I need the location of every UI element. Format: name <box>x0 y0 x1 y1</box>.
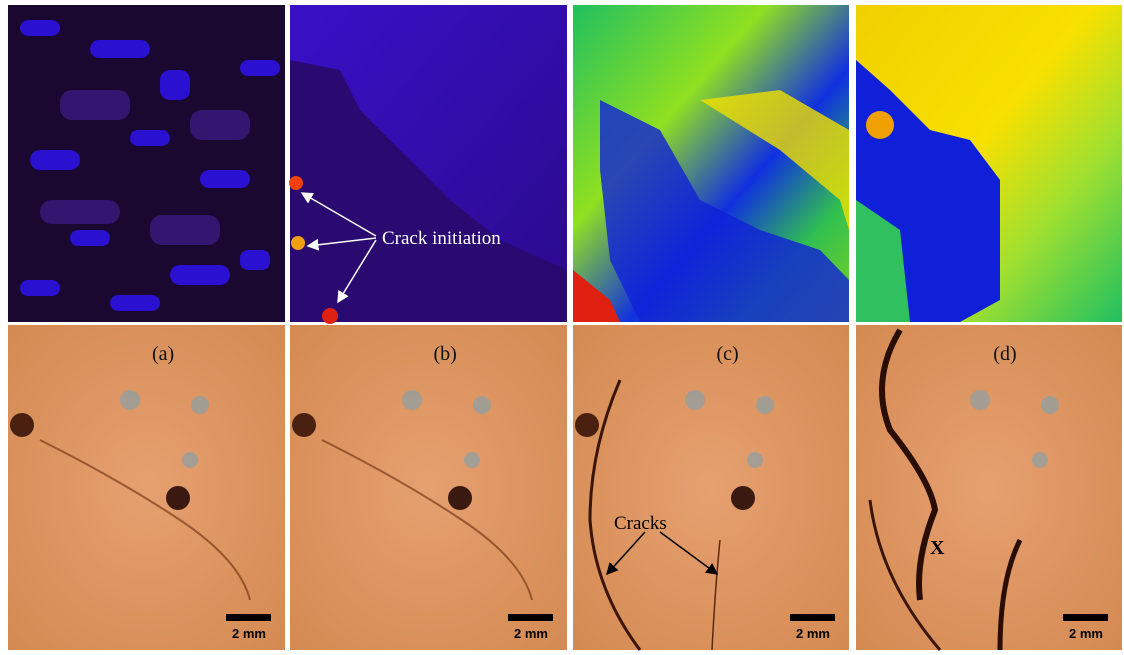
x-mark: X <box>930 537 945 559</box>
cracks-label: Cracks <box>614 513 667 534</box>
photo-c <box>573 325 849 650</box>
scale-bar-label: 2 mm <box>1069 626 1103 641</box>
strain-map-a <box>8 5 285 322</box>
scale-bar-label: 2 mm <box>796 626 830 641</box>
strain-map-b <box>289 5 567 324</box>
strain-map-d <box>856 5 1122 322</box>
scale-bar <box>1063 614 1108 621</box>
scale-bar-label: 2 mm <box>232 626 266 641</box>
photo-a <box>8 325 285 650</box>
crack-initiation-label: Crack initiation <box>382 228 501 249</box>
panel-label: (b) <box>433 343 456 365</box>
figure: Crack initiation Cracks X (a) 2 mm (b) 2 mm… <box>0 0 1124 655</box>
panel-label: (a) <box>152 343 174 365</box>
panel-label: (c) <box>716 343 738 365</box>
scale-bar <box>790 614 835 621</box>
scale-bar <box>508 614 553 621</box>
panel-label: (d) <box>993 343 1016 365</box>
scale-bar-label: 2 mm <box>514 626 548 641</box>
photo-b <box>290 325 567 650</box>
scale-bar <box>226 614 271 621</box>
strain-map-c <box>573 5 849 322</box>
photo-d <box>856 325 1122 650</box>
